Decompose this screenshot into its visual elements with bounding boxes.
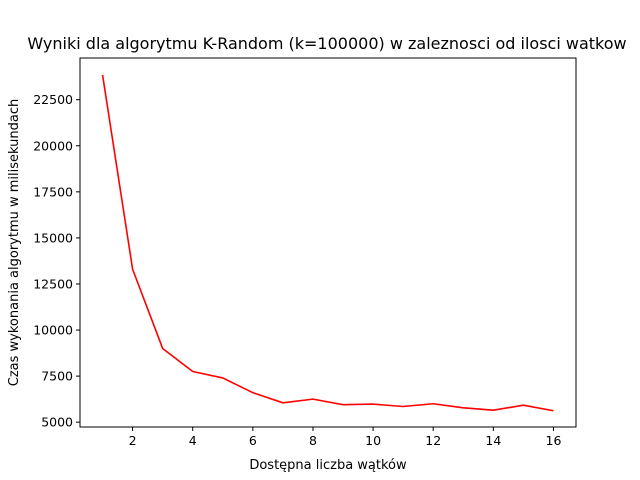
x-tick-label: 6 [249, 433, 257, 448]
y-tick-label: 10000 [33, 323, 73, 338]
x-tick-label: 4 [189, 433, 197, 448]
y-axis-label: Czas wykonania algorytmu w milisekundach [7, 99, 22, 386]
plot-frame [79, 57, 577, 428]
plot-area [80, 58, 576, 427]
y-tick-label: 17500 [33, 184, 73, 199]
y-tick-label: 7500 [41, 369, 73, 384]
y-tick-label: 15000 [33, 230, 73, 245]
x-tick-label: 8 [309, 433, 317, 448]
data-series [101, 74, 554, 412]
chart-title: Wyniki dla algorytmu K-Random (k=100000)… [27, 34, 626, 53]
y-tick-label: 12500 [33, 276, 73, 291]
y-tick-label: 5000 [41, 415, 73, 430]
x-tick-label: 14 [485, 433, 501, 448]
x-axis-ticks: 2 4 6 8 10 12 14 16 [129, 427, 562, 448]
x-tick-label: 2 [129, 433, 137, 448]
series-line [101, 74, 554, 412]
x-tick-label: 10 [365, 433, 381, 448]
y-tick-label: 20000 [33, 138, 73, 153]
y-axis-ticks: 5000 7500 10000 12500 15000 17500 20000 22500 [33, 92, 80, 430]
y-tick-label: 22500 [33, 92, 73, 107]
x-tick-label: 16 [546, 433, 562, 448]
x-tick-label: 12 [425, 433, 441, 448]
x-axis-label: Dostępna liczba wątków [249, 458, 407, 473]
